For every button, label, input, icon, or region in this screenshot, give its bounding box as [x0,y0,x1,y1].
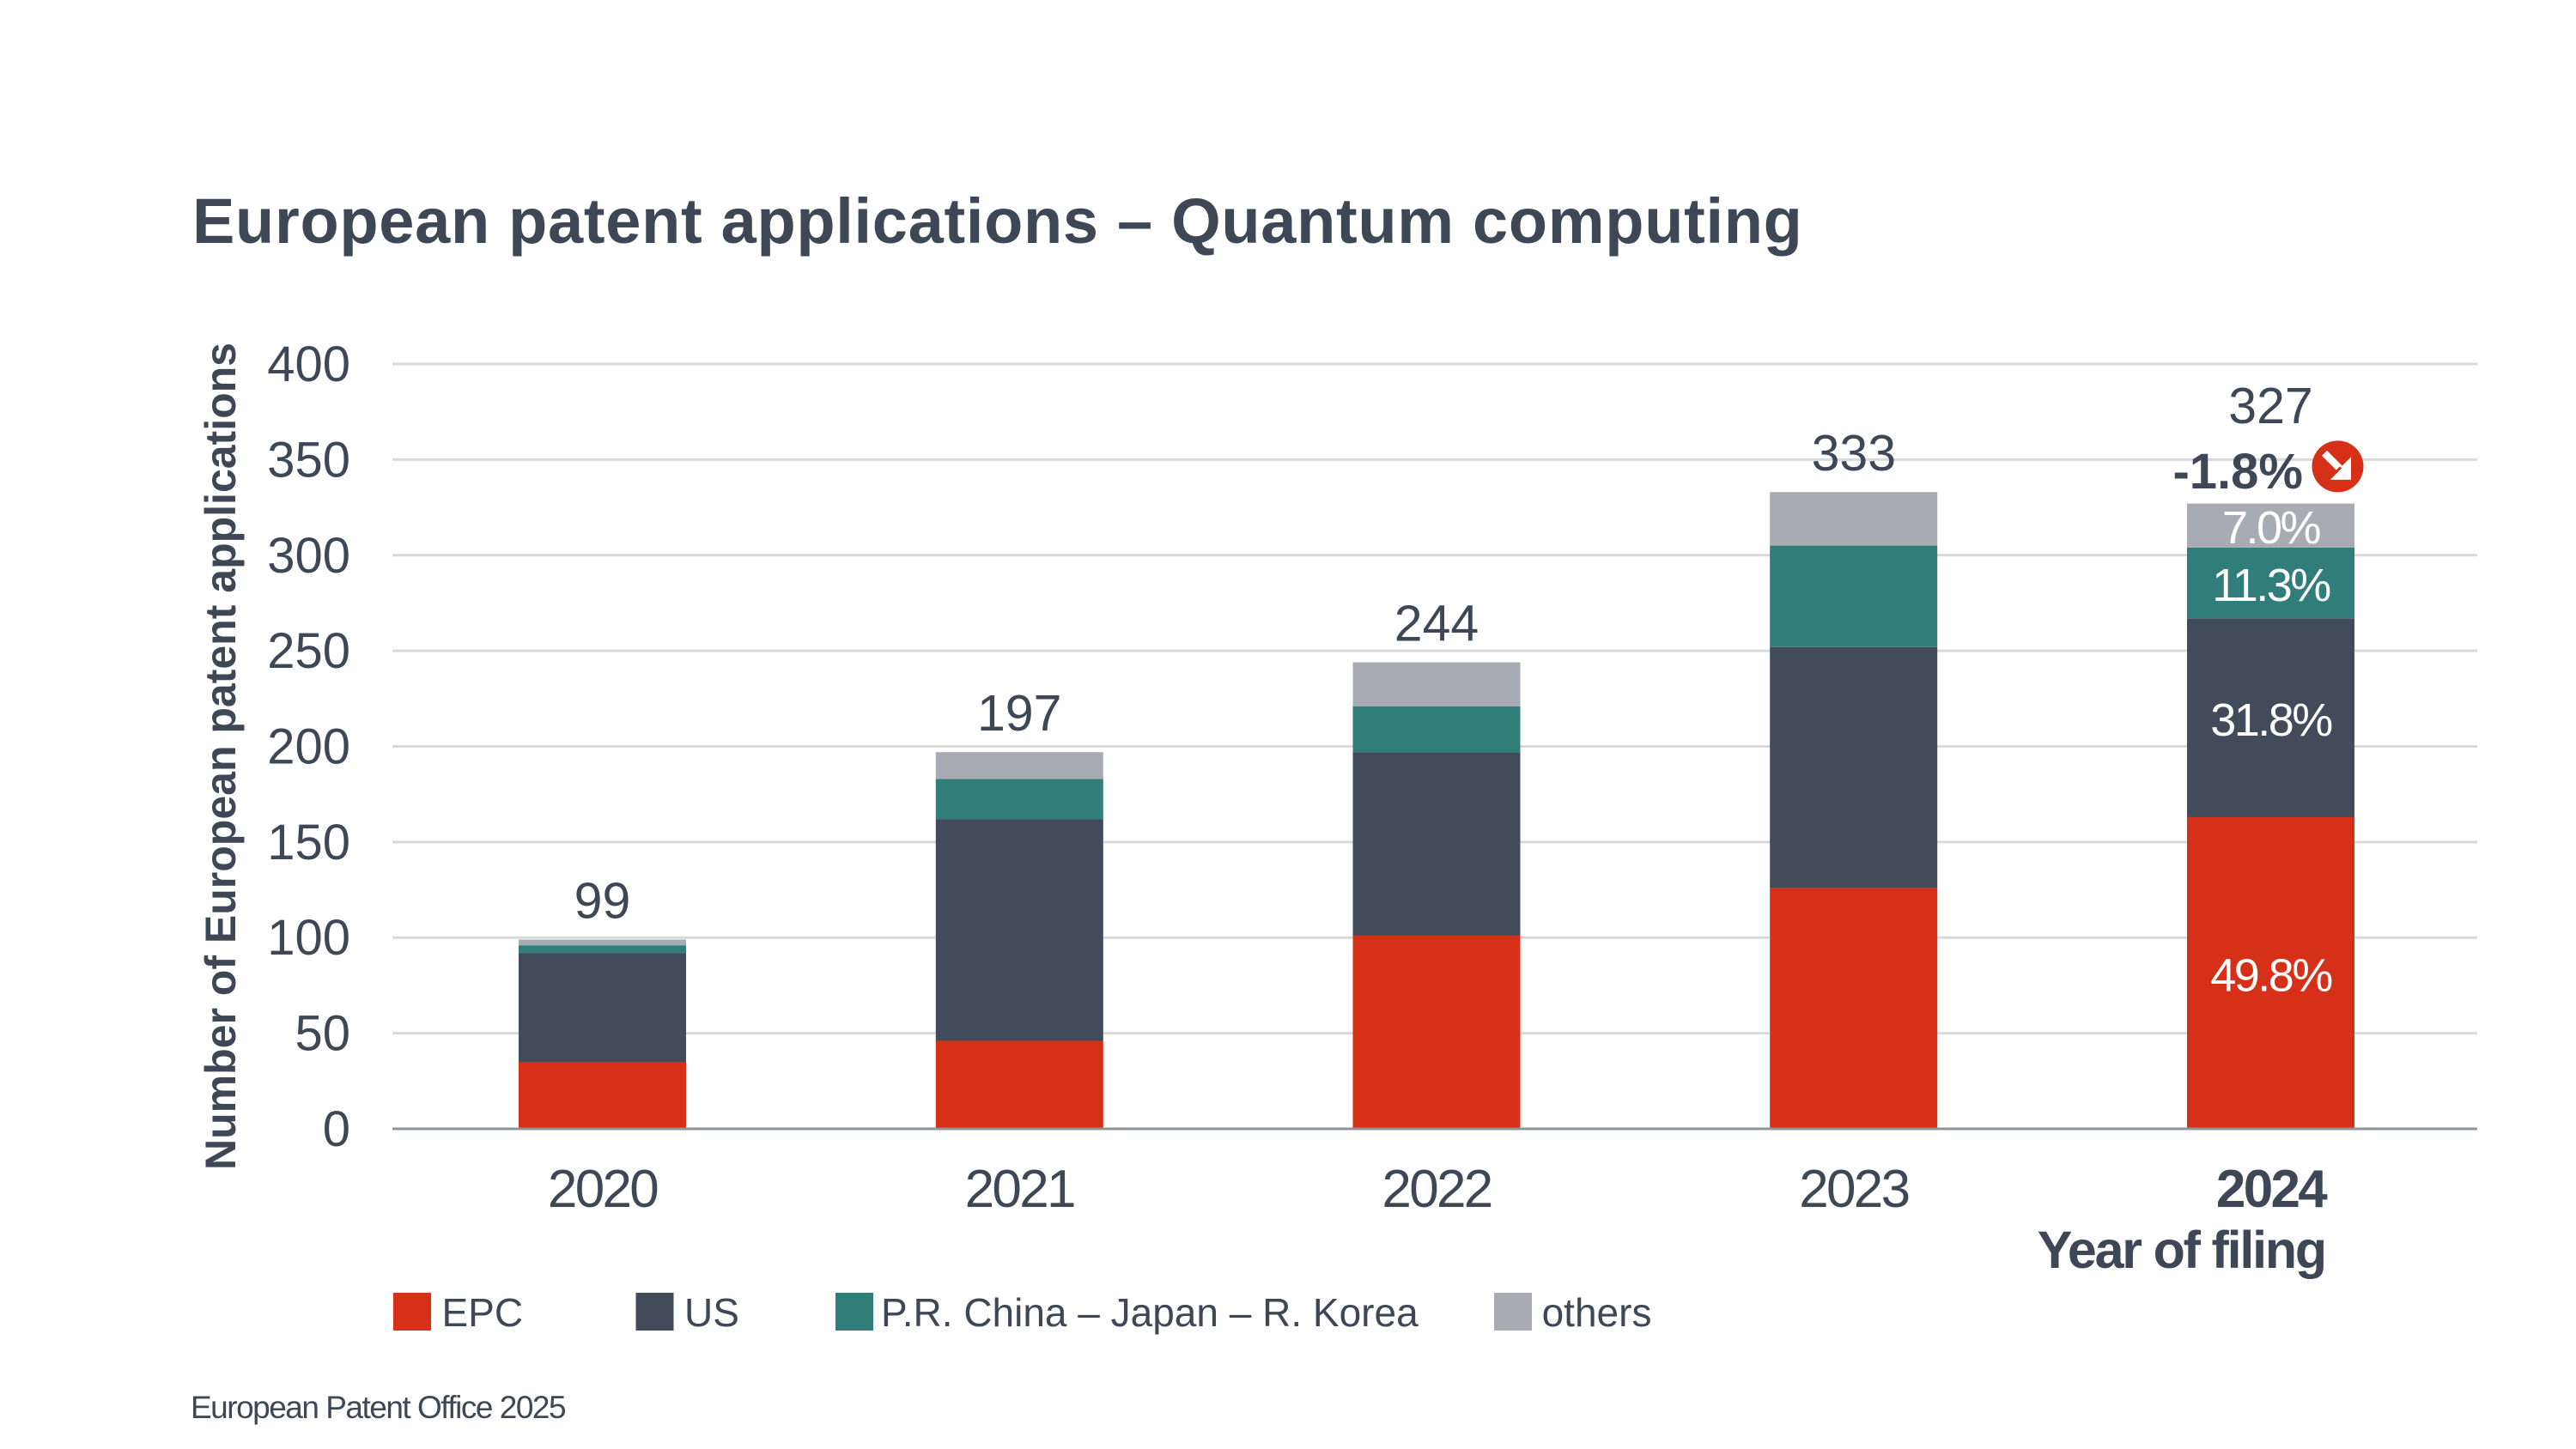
svg-text:2022: 2022 [1382,1160,1491,1219]
svg-text:P.R. China – Japan – R. Korea: P.R. China – Japan – R. Korea [881,1290,1419,1335]
svg-text:100: 100 [267,910,350,966]
svg-text:2024: 2024 [2216,1160,2328,1219]
svg-text:2023: 2023 [1799,1160,1908,1219]
svg-text:327: 327 [2228,378,2312,434]
svg-text:Year of filing: Year of filing [2038,1221,2325,1279]
svg-text:2021: 2021 [965,1160,1074,1219]
svg-text:350: 350 [267,432,350,488]
svg-text:150: 150 [267,815,350,870]
svg-text:50: 50 [295,1006,350,1062]
svg-text:49.8%: 49.8% [2210,950,2332,1002]
svg-text:99: 99 [574,873,631,930]
svg-text:EPC: EPC [442,1290,524,1335]
svg-text:333: 333 [1812,425,1896,482]
svg-text:300: 300 [267,528,350,584]
svg-text:0: 0 [323,1101,350,1157]
svg-text:400: 400 [267,336,350,392]
svg-text:European Patent Office 2025: European Patent Office 2025 [191,1390,566,1425]
svg-text:Number of European patent appl: Number of European patent applications [197,343,245,1170]
svg-text:244: 244 [1394,596,1479,652]
svg-text:11.3%: 11.3% [2212,560,2330,611]
svg-text:US: US [684,1290,739,1335]
svg-text:7.0%: 7.0% [2222,502,2321,554]
svg-text:31.8%: 31.8% [2210,694,2332,746]
svg-text:197: 197 [977,685,1061,742]
svg-text:European patent applications –: European patent applications – Quantum c… [192,185,1803,257]
svg-text:2020: 2020 [548,1160,658,1219]
svg-text:-1.8%: -1.8% [2172,444,2303,500]
svg-text:200: 200 [267,719,350,775]
svg-text:others: others [1542,1290,1652,1335]
svg-text:250: 250 [267,623,350,679]
